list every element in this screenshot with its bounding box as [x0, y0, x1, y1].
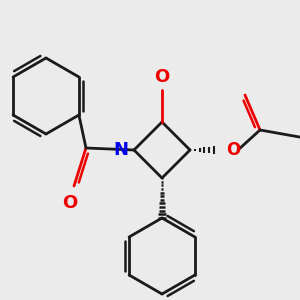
Text: O: O [62, 194, 78, 212]
Text: O: O [154, 68, 169, 86]
Text: N: N [113, 141, 128, 159]
Text: O: O [226, 141, 240, 159]
